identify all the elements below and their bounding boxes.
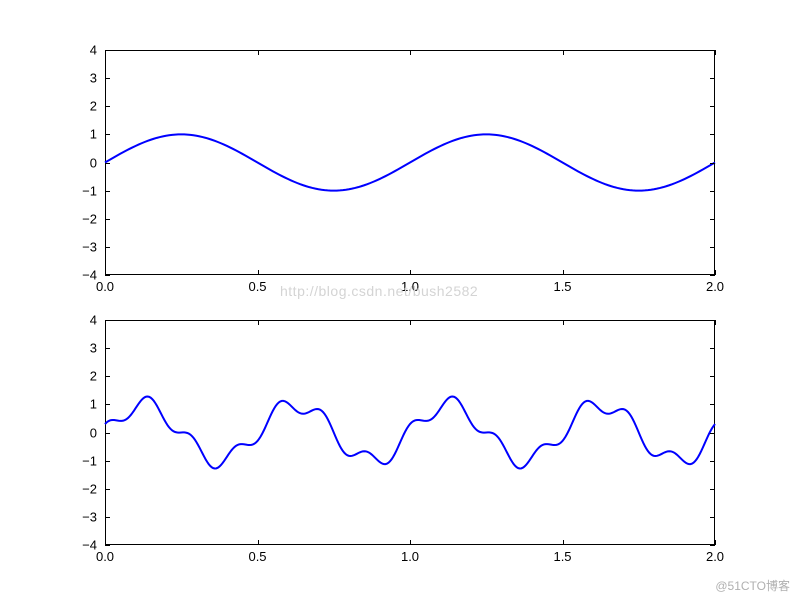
xtick-mark xyxy=(258,540,259,545)
xtick-mark xyxy=(410,320,411,325)
ytick-mark xyxy=(105,191,110,192)
xtick-label: 0.0 xyxy=(96,279,114,294)
xtick-label: 2.0 xyxy=(706,279,724,294)
ytick-mark xyxy=(710,163,715,164)
ytick-mark xyxy=(105,404,110,405)
ytick-label: −1 xyxy=(82,183,97,198)
ytick-label: 0 xyxy=(90,425,97,440)
ytick-mark xyxy=(105,348,110,349)
ytick-mark xyxy=(105,433,110,434)
xtick-mark xyxy=(105,270,106,275)
ytick-mark xyxy=(710,191,715,192)
xtick-mark xyxy=(105,320,106,325)
ytick-mark xyxy=(710,545,715,546)
line-chart-bottom xyxy=(105,320,715,545)
ytick-label: 1 xyxy=(90,127,97,142)
xtick-mark xyxy=(563,50,564,55)
xtick-label: 0.5 xyxy=(248,549,266,564)
xtick-mark xyxy=(715,320,716,325)
ytick-mark xyxy=(710,404,715,405)
xtick-mark xyxy=(105,50,106,55)
ytick-mark xyxy=(710,134,715,135)
xtick-label: 0.0 xyxy=(96,549,114,564)
ytick-mark xyxy=(710,348,715,349)
xtick-mark xyxy=(410,50,411,55)
xtick-mark xyxy=(258,270,259,275)
ytick-label: −2 xyxy=(82,481,97,496)
xtick-mark xyxy=(410,270,411,275)
ytick-label: −4 xyxy=(82,268,97,283)
line-chart-top xyxy=(105,50,715,275)
ytick-mark xyxy=(105,163,110,164)
ytick-mark xyxy=(710,461,715,462)
xtick-mark xyxy=(258,50,259,55)
xtick-label: 2.0 xyxy=(706,549,724,564)
ytick-label: 2 xyxy=(90,99,97,114)
xtick-mark xyxy=(105,540,106,545)
ytick-mark xyxy=(710,517,715,518)
ytick-label: 1 xyxy=(90,397,97,412)
xtick-label: 1.5 xyxy=(553,549,571,564)
ytick-mark xyxy=(105,376,110,377)
subplot-top: −4−3−2−1012340.00.51.01.52.0 xyxy=(105,50,715,275)
xtick-mark xyxy=(715,270,716,275)
ytick-mark xyxy=(105,545,110,546)
xtick-mark xyxy=(563,270,564,275)
ytick-mark xyxy=(105,275,110,276)
ytick-label: 2 xyxy=(90,369,97,384)
ytick-label: −1 xyxy=(82,453,97,468)
credit-text: @51CTO博客 xyxy=(715,577,790,594)
xtick-mark xyxy=(258,320,259,325)
subplot-bottom: −4−3−2−1012340.00.51.01.52.0 xyxy=(105,320,715,545)
ytick-label: −3 xyxy=(82,509,97,524)
xtick-label: 1.0 xyxy=(401,549,419,564)
ytick-mark xyxy=(710,247,715,248)
xtick-mark xyxy=(563,540,564,545)
ytick-label: −2 xyxy=(82,211,97,226)
ytick-mark xyxy=(710,219,715,220)
ytick-label: 4 xyxy=(90,313,97,328)
xtick-mark xyxy=(715,50,716,55)
ytick-label: 3 xyxy=(90,71,97,86)
ytick-mark xyxy=(105,247,110,248)
ytick-mark xyxy=(710,489,715,490)
ytick-mark xyxy=(105,78,110,79)
ytick-mark xyxy=(710,106,715,107)
ytick-mark xyxy=(105,219,110,220)
ytick-mark xyxy=(710,275,715,276)
ytick-mark xyxy=(710,376,715,377)
ytick-label: −4 xyxy=(82,538,97,553)
xtick-mark xyxy=(410,540,411,545)
figure: −4−3−2−1012340.00.51.01.52.0 −4−3−2−1012… xyxy=(0,0,800,600)
ytick-mark xyxy=(710,78,715,79)
ytick-mark xyxy=(710,433,715,434)
xtick-label: 1.5 xyxy=(553,279,571,294)
ytick-mark xyxy=(105,489,110,490)
ytick-mark xyxy=(105,517,110,518)
ytick-mark xyxy=(105,461,110,462)
ytick-mark xyxy=(105,106,110,107)
xtick-mark xyxy=(563,320,564,325)
ytick-label: 0 xyxy=(90,155,97,170)
ytick-mark xyxy=(105,134,110,135)
xtick-label: 0.5 xyxy=(248,279,266,294)
ytick-label: −3 xyxy=(82,239,97,254)
watermark-text: http://blog.csdn.net/bush2582 xyxy=(280,283,478,299)
xtick-mark xyxy=(715,540,716,545)
ytick-label: 3 xyxy=(90,341,97,356)
xtick-label: 1.0 xyxy=(401,279,419,294)
ytick-label: 4 xyxy=(90,43,97,58)
